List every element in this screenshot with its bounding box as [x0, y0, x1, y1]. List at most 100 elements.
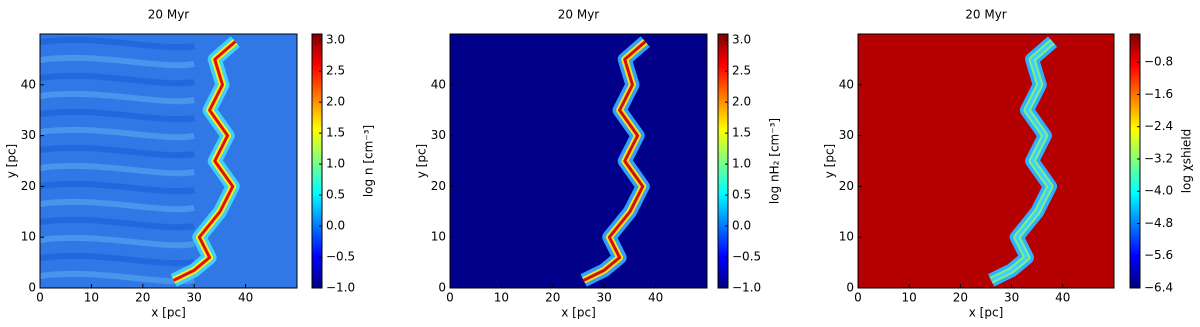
colorbar-label: log n [cm⁻³]	[362, 125, 376, 197]
colorbar-tick-label: −2.4	[1144, 119, 1173, 133]
x-tick-label: 40	[1055, 291, 1070, 305]
x-axis-label: x [pc]	[151, 306, 186, 320]
colorbar	[311, 33, 323, 289]
colorbar-label: log nH₂ [cm⁻³]	[768, 118, 782, 204]
background	[450, 34, 707, 288]
filament	[582, 40, 647, 282]
x-tick-label: 0	[446, 291, 454, 305]
x-tick-label: 30	[187, 291, 202, 305]
streak	[40, 144, 195, 159]
y-tick-label: 20	[431, 179, 446, 193]
colorbar-tick-label: 2.5	[732, 64, 751, 78]
panel-title: 20 Myr	[148, 8, 190, 22]
colorbar-tick-label: −6.4	[1144, 281, 1173, 295]
colorbar-tick-label: 2.5	[326, 64, 345, 78]
colorbar-tick-label: −0.8	[1144, 55, 1173, 69]
colorbar-tick-label: 3.0	[732, 33, 751, 47]
colorbar-tick-label: 0.0	[732, 219, 751, 233]
background	[858, 34, 1114, 288]
x-axis-label: x [pc]	[969, 306, 1004, 320]
background	[40, 34, 297, 288]
x-tick-label: 10	[902, 291, 917, 305]
y-tick-label: 0	[28, 281, 36, 295]
y-tick-label: 40	[21, 77, 36, 91]
y-tick-label: 10	[431, 230, 446, 244]
streak	[40, 216, 195, 231]
colorbar-tick-label: 1.0	[326, 157, 345, 171]
streak	[40, 180, 195, 195]
filament	[172, 40, 237, 282]
y-tick-label: 20	[839, 179, 854, 193]
y-tick-label: 30	[839, 128, 854, 142]
colorbar-tick-label: 0.5	[732, 188, 751, 202]
x-tick-label: 40	[648, 291, 663, 305]
colorbar-tick-label: 3.0	[326, 33, 345, 47]
colorbar-tick-label: 2.0	[732, 95, 751, 109]
heatmap-image	[40, 34, 297, 288]
y-tick-label: 0	[438, 281, 446, 295]
x-axis-label: x [pc]	[561, 306, 596, 320]
colorbar-tick-label: 0.5	[326, 188, 345, 202]
y-tick-label: 40	[839, 77, 854, 91]
streak	[40, 90, 195, 105]
colorbar-tick-label: −1.6	[1144, 87, 1173, 101]
streak	[40, 252, 195, 267]
colorbar-tick-label: 1.0	[732, 157, 751, 171]
y-axis-label: y [pc]	[415, 144, 429, 179]
colorbar-tick-label: 0.0	[326, 219, 345, 233]
x-tick-label: 0	[854, 291, 862, 305]
y-axis-label: y [pc]	[823, 144, 837, 179]
panel: 20 Myr x [pc] y [pc] 0 10 20 30 40 0 10 20 30 40 −6.4…	[823, 8, 1194, 320]
colorbar	[717, 33, 729, 289]
heatmap-image	[858, 34, 1114, 288]
colorbar-tick-label: −1.0	[732, 281, 761, 295]
plot-frame	[39, 33, 298, 289]
colorbar-tick-label: −0.5	[326, 250, 355, 264]
colorbar-label: log χshield	[1180, 129, 1194, 194]
x-tick-label: 20	[135, 291, 150, 305]
x-tick-label: 30	[1004, 291, 1019, 305]
colorbar-tick-label: −4.0	[1144, 184, 1173, 198]
plot-frame	[449, 33, 708, 289]
panel-title: 20 Myr	[558, 8, 600, 22]
heatmap-image	[450, 34, 707, 288]
x-tick-label: 20	[953, 291, 968, 305]
streak	[40, 54, 195, 69]
colorbar-tick-label: −4.8	[1144, 216, 1173, 230]
colorbar-tick-label: −1.0	[326, 281, 355, 295]
streak	[40, 234, 195, 249]
panel-title: 20 Myr	[965, 8, 1007, 22]
colorbar-tick-label: 1.5	[326, 126, 345, 140]
panel: 20 Myr x [pc] y [pc] 0 10 20 30 40 0 10 20 30 40 −1.0…	[5, 8, 376, 320]
x-tick-label: 0	[36, 291, 44, 305]
x-tick-label: 30	[597, 291, 612, 305]
colorbar	[1129, 33, 1141, 289]
colorbar-tick-label: 1.5	[732, 126, 751, 140]
x-tick-label: 20	[545, 291, 560, 305]
y-tick-label: 0	[846, 281, 854, 295]
streak	[40, 162, 195, 177]
streak	[40, 198, 195, 213]
y-tick-label: 30	[431, 128, 446, 142]
panel: 20 Myr x [pc] y [pc] 0 10 20 30 40 0 10 20 30 40 −1.0…	[415, 8, 782, 320]
y-tick-label: 40	[431, 77, 446, 91]
streak	[40, 126, 195, 141]
y-tick-label: 20	[21, 179, 36, 193]
y-tick-label: 10	[839, 230, 854, 244]
streak	[40, 36, 195, 51]
x-tick-label: 10	[84, 291, 99, 305]
colorbar-tick-label: −3.2	[1144, 151, 1173, 165]
y-axis-label: y [pc]	[5, 144, 19, 179]
streak	[40, 72, 195, 87]
streak	[40, 108, 195, 123]
colorbar-tick-label: −0.5	[732, 250, 761, 264]
plot-frame	[857, 33, 1115, 289]
colorbar-tick-label: 2.0	[326, 95, 345, 109]
x-tick-label: 40	[238, 291, 253, 305]
filament	[990, 40, 1054, 282]
y-tick-label: 10	[21, 230, 36, 244]
y-tick-label: 30	[21, 128, 36, 142]
colorbar-tick-label: −5.6	[1144, 248, 1173, 262]
x-tick-label: 10	[494, 291, 509, 305]
